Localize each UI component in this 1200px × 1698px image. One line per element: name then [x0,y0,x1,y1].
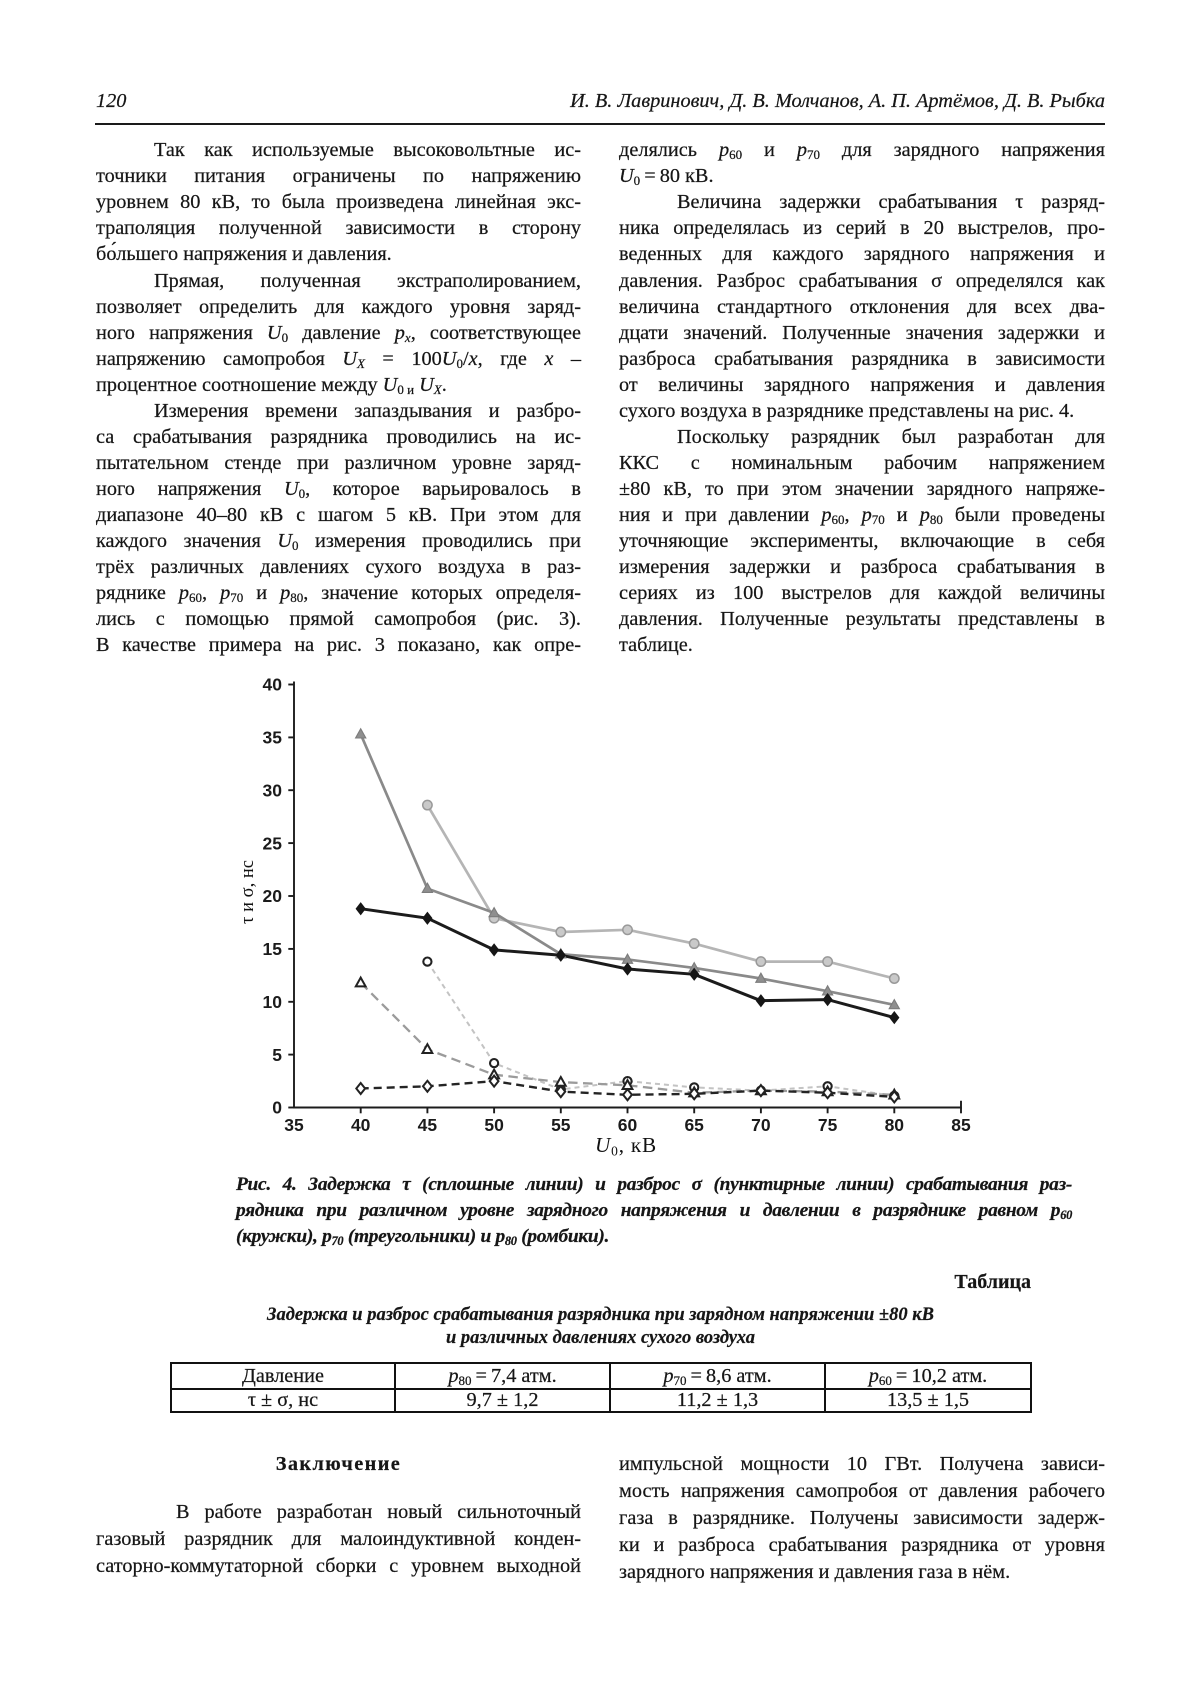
svg-text:5: 5 [272,1045,282,1065]
svg-text:70: 70 [751,1115,771,1135]
svg-text:75: 75 [818,1115,838,1135]
svg-text:U0, кВ: U0, кВ [595,1133,657,1159]
svg-text:85: 85 [951,1115,971,1135]
svg-text:45: 45 [418,1115,438,1135]
svg-text:τ и σ, нс: τ и σ, нс [238,860,258,924]
svg-text:55: 55 [551,1115,571,1135]
svg-text:0: 0 [272,1098,282,1118]
svg-text:15: 15 [263,939,283,959]
svg-text:65: 65 [684,1115,704,1135]
svg-text:50: 50 [484,1115,504,1135]
svg-text:40: 40 [263,675,283,695]
svg-text:30: 30 [263,781,283,801]
svg-text:40: 40 [351,1115,371,1135]
svg-text:10: 10 [263,992,283,1012]
svg-text:35: 35 [263,728,283,748]
svg-text:20: 20 [263,886,283,906]
svg-text:25: 25 [263,833,283,853]
svg-text:60: 60 [618,1115,638,1135]
svg-text:80: 80 [885,1115,905,1135]
svg-text:35: 35 [284,1115,304,1135]
